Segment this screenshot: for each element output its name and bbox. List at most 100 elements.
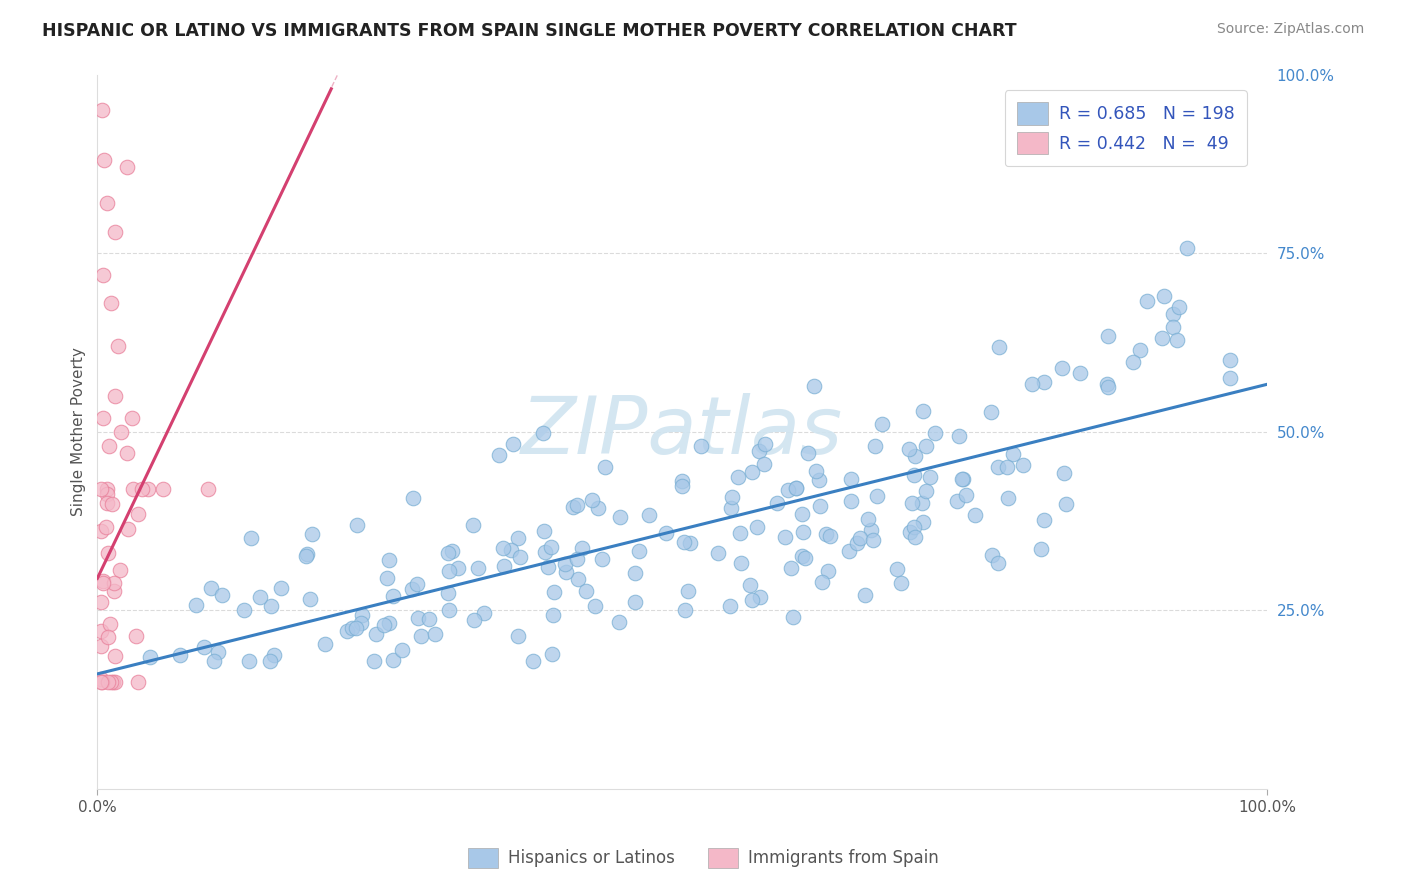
Point [90,482,112,496]
Point [96,520,118,534]
Point [766,496,789,510]
Point [104,389,127,403]
Point [352,608,374,623]
Point [900,496,922,510]
Point [997,491,1019,506]
Point [583,599,606,614]
Point [350,616,373,631]
Point [346,517,368,532]
Point [1136,293,1159,308]
Point [437,585,460,599]
Point [1069,366,1091,380]
Point [409,629,432,643]
Point [924,426,946,441]
Point [110,563,132,577]
Point [98,439,121,453]
Point [720,500,742,515]
Point [811,575,834,590]
Point [437,603,460,617]
Point [918,469,941,483]
Point [673,535,696,549]
Point [565,551,588,566]
Point [537,560,560,574]
Point [1002,447,1025,461]
Point [749,591,772,605]
Point [97,631,120,645]
Point [803,378,825,392]
Point [1012,458,1035,472]
Point [1219,353,1241,368]
Point [440,543,463,558]
Point [103,675,125,690]
Point [197,482,219,496]
Point [776,483,799,498]
Point [987,556,1010,570]
Point [366,627,388,641]
Point [104,225,127,239]
Point [638,508,661,522]
Point [91,574,114,589]
Point [673,603,696,617]
Point [728,525,751,540]
Point [1050,360,1073,375]
Point [1095,377,1118,392]
Point [808,499,831,513]
Point [340,621,363,635]
Point [249,591,271,605]
Point [790,507,813,521]
Point [122,482,145,496]
Point [91,268,114,282]
Point [90,675,112,690]
Point [96,196,118,211]
Point [863,439,886,453]
Point [794,551,817,566]
Point [541,647,564,661]
Point [492,558,515,573]
Point [1054,497,1077,511]
Point [202,653,225,667]
Point [624,594,647,608]
Point [259,653,281,667]
Point [233,603,256,617]
Point [748,444,770,458]
Point [124,629,146,643]
Point [792,525,814,540]
Point [903,520,925,534]
Point [91,675,114,690]
Point [950,472,973,486]
Point [1166,333,1188,347]
Point [676,583,699,598]
Point [96,496,118,510]
Point [849,531,872,545]
Text: HISPANIC OR LATINO VS IMMIGRANTS FROM SPAIN SINGLE MOTHER POVERTY CORRELATION CH: HISPANIC OR LATINO VS IMMIGRANTS FROM SP… [42,22,1017,40]
Point [363,653,385,667]
Point [97,675,120,690]
Point [90,640,112,654]
Point [690,439,713,453]
Point [96,487,118,501]
Point [915,483,938,498]
Point [375,571,398,585]
Point [671,479,693,493]
Point [488,448,510,462]
Point [90,672,112,686]
Point [405,577,427,591]
Point [952,472,974,486]
Point [845,535,868,549]
Point [571,541,593,556]
Y-axis label: Single Mother Poverty: Single Mother Poverty [72,347,86,516]
Point [91,410,114,425]
Point [131,482,153,496]
Point [1219,371,1241,385]
Point [623,566,645,580]
Point [90,594,112,608]
Point [467,561,489,575]
Point [814,527,837,541]
Point [502,437,524,451]
Point [948,429,970,443]
Point [987,460,1010,475]
Point [1153,289,1175,303]
Point [706,546,728,560]
Point [804,464,827,478]
Point [655,526,678,541]
